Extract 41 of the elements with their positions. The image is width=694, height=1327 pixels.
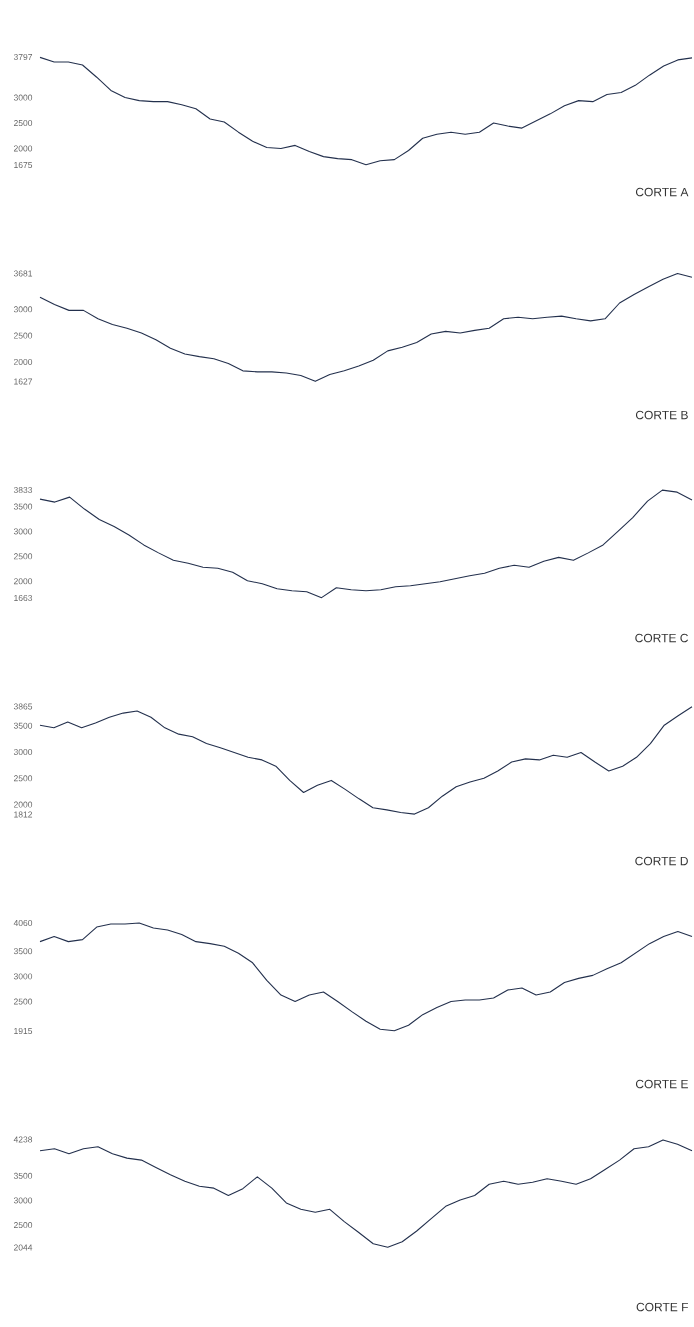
line-series bbox=[39, 273, 693, 382]
y-tick-label: 3681 bbox=[13, 270, 33, 277]
line-series bbox=[39, 489, 693, 599]
y-tick-label: 3797 bbox=[13, 54, 33, 61]
text: CORTE A bbox=[635, 187, 689, 197]
y-tick-label: 2000 bbox=[13, 578, 33, 585]
y-tick-label: 4238 bbox=[13, 1136, 33, 1143]
y-tick-label: 1663 bbox=[14, 595, 33, 602]
text: CORTE F bbox=[636, 1302, 688, 1312]
y-tick-label: 2000 bbox=[13, 801, 33, 808]
y-tick-label: 2500 bbox=[13, 775, 33, 782]
y-tick-label: 2000 bbox=[13, 358, 33, 365]
y-tick-label: 3000 bbox=[13, 1197, 33, 1204]
text: CORTE C bbox=[635, 633, 688, 643]
y-tick-label: 3500 bbox=[13, 948, 33, 955]
y-tick-label: 3500 bbox=[13, 1172, 33, 1179]
y-tick-label: 1915 bbox=[14, 1028, 33, 1035]
y-tick-label: 1812 bbox=[14, 811, 33, 818]
y-tick-label: 2500 bbox=[13, 120, 33, 127]
y-tick-label: 3000 bbox=[13, 973, 33, 980]
y-tick-label: 2000 bbox=[13, 145, 33, 152]
y-tick-label: 3000 bbox=[13, 528, 33, 535]
y-tick-label: 1627 bbox=[14, 378, 33, 385]
y-tick-label: 3000 bbox=[13, 94, 33, 101]
y-tick-label: 3000 bbox=[13, 749, 33, 756]
line-series bbox=[39, 1139, 693, 1248]
y-tick-label: 2500 bbox=[13, 553, 33, 560]
y-tick-label: 3865 bbox=[13, 703, 33, 710]
y-tick-label: 2044 bbox=[13, 1244, 33, 1251]
y-tick-label: 3500 bbox=[13, 722, 33, 729]
y-tick-label: 3000 bbox=[13, 306, 33, 313]
text: CORTE B bbox=[635, 410, 688, 420]
y-tick-label: 4060 bbox=[13, 920, 33, 927]
y-tick-label: 3500 bbox=[13, 503, 33, 510]
text: CORTE E bbox=[635, 1079, 688, 1089]
y-tick-label: 2500 bbox=[13, 332, 33, 339]
y-tick-label: 2500 bbox=[13, 1222, 33, 1229]
y-tick-label: 3833 bbox=[13, 487, 33, 494]
y-tick-label: 2500 bbox=[13, 998, 33, 1005]
text: CORTE D bbox=[635, 856, 688, 866]
y-tick-label: 1675 bbox=[14, 162, 33, 169]
